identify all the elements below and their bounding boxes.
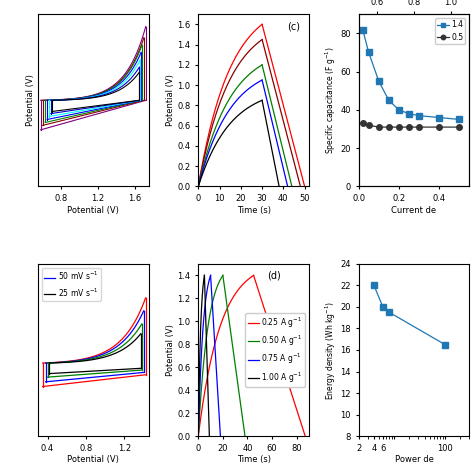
- 0.25 A g$^{-1}$: [246, 276, 251, 282]
- 1.00 A g$^{-1}$: [201, 273, 207, 278]
- Y-axis label: Potential (V): Potential (V): [165, 74, 174, 126]
- 0.50 A g$^{-1}$: [210, 298, 216, 304]
- Text: (d): (d): [267, 271, 281, 281]
- Legend: 1.4, 0.5: 1.4, 0.5: [435, 18, 465, 45]
- 0.50 A g$^{-1}$: [196, 432, 201, 438]
- 1.4: [416, 113, 422, 118]
- 1.00 A g$^{-1}$: [199, 298, 205, 304]
- 0.5: [406, 124, 412, 130]
- Legend: 50 mV s$^{-1}$, 25 mV s$^{-1}$: 50 mV s$^{-1}$, 25 mV s$^{-1}$: [42, 268, 100, 301]
- 0.25 A g$^{-1}$: [228, 298, 234, 303]
- 0.25 A g$^{-1}$: [228, 298, 234, 304]
- 1.4: [406, 111, 412, 117]
- Y-axis label: Potential (V): Potential (V): [26, 74, 35, 126]
- 1.00 A g$^{-1}$: [195, 432, 201, 438]
- 0.5: [360, 120, 365, 126]
- X-axis label: Time (s): Time (s): [237, 206, 271, 215]
- Line: 0.50 A g$^{-1}$: 0.50 A g$^{-1}$: [198, 275, 223, 436]
- 0.5: [386, 124, 392, 130]
- 1.4: [376, 78, 382, 84]
- 0.50 A g$^{-1}$: [210, 298, 216, 303]
- X-axis label: Time (s): Time (s): [237, 456, 271, 465]
- 1.00 A g$^{-1}$: [201, 280, 206, 285]
- 0.25 A g$^{-1}$: [196, 432, 201, 438]
- 1.4: [386, 98, 392, 103]
- 0.25 A g$^{-1}$: [242, 280, 248, 285]
- 0.75 A g$^{-1}$: [206, 280, 211, 285]
- 1.4: [456, 117, 462, 122]
- 0.50 A g$^{-1}$: [220, 273, 226, 278]
- X-axis label: Potential (V): Potential (V): [67, 206, 119, 215]
- 0.5: [376, 124, 382, 130]
- Y-axis label: Potential (V): Potential (V): [165, 324, 174, 376]
- 1.00 A g$^{-1}$: [199, 298, 205, 303]
- 0.5: [456, 124, 462, 130]
- 0.50 A g$^{-1}$: [218, 276, 223, 282]
- 0.75 A g$^{-1}$: [203, 298, 209, 304]
- Text: (c): (c): [287, 21, 300, 31]
- 0.75 A g$^{-1}$: [203, 298, 209, 303]
- Y-axis label: Specific capacitance (F g$^{-1}$): Specific capacitance (F g$^{-1}$): [323, 46, 337, 154]
- 0.50 A g$^{-1}$: [210, 296, 216, 302]
- Line: 1.4: 1.4: [360, 27, 462, 122]
- Line: 0.5: 0.5: [360, 120, 462, 130]
- Line: 1.00 A g$^{-1}$: 1.00 A g$^{-1}$: [198, 275, 204, 436]
- 1.4: [360, 27, 365, 32]
- 1.00 A g$^{-1}$: [199, 296, 205, 302]
- 0.5: [396, 124, 402, 130]
- Line: 0.75 A g$^{-1}$: 0.75 A g$^{-1}$: [198, 275, 210, 436]
- Legend: 0.25 A g$^{-1}$, 0.50 A g$^{-1}$, 0.75 A g$^{-1}$, 1.00 A g$^{-1}$: 0.25 A g$^{-1}$, 0.50 A g$^{-1}$, 0.75 A…: [246, 313, 305, 387]
- Y-axis label: Energy density (Wh kg$^{-1}$): Energy density (Wh kg$^{-1}$): [323, 301, 337, 400]
- 0.5: [366, 122, 372, 128]
- 0.75 A g$^{-1}$: [207, 276, 212, 282]
- 0.75 A g$^{-1}$: [208, 273, 213, 278]
- X-axis label: Current de: Current de: [392, 206, 437, 215]
- X-axis label: Potential (V): Potential (V): [67, 456, 119, 465]
- Line: 0.25 A g$^{-1}$: 0.25 A g$^{-1}$: [198, 275, 254, 436]
- 0.25 A g$^{-1}$: [251, 273, 256, 278]
- 1.00 A g$^{-1}$: [201, 276, 207, 282]
- 0.50 A g$^{-1}$: [195, 433, 201, 439]
- 1.00 A g$^{-1}$: [195, 433, 201, 439]
- 0.5: [416, 124, 422, 130]
- 1.4: [436, 115, 442, 120]
- 0.75 A g$^{-1}$: [195, 433, 201, 439]
- 0.25 A g$^{-1}$: [229, 296, 235, 302]
- 0.75 A g$^{-1}$: [203, 296, 209, 302]
- 0.25 A g$^{-1}$: [195, 433, 201, 439]
- 0.75 A g$^{-1}$: [195, 432, 201, 438]
- 1.4: [396, 107, 402, 113]
- 0.5: [436, 124, 442, 130]
- 1.4: [366, 50, 372, 55]
- X-axis label: Power de: Power de: [394, 456, 433, 465]
- 0.50 A g$^{-1}$: [216, 280, 222, 285]
